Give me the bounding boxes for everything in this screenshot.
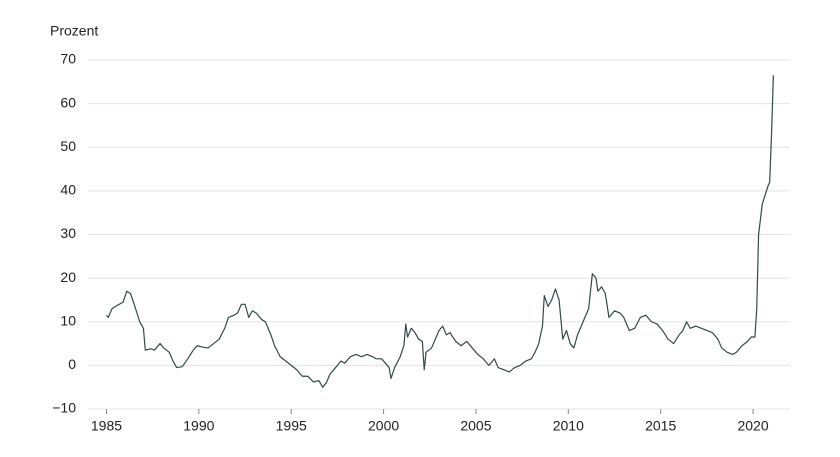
- x-tick-label: 2005: [460, 418, 491, 434]
- x-tick-label: 2015: [645, 418, 676, 434]
- x-tick-label: 2020: [737, 418, 768, 434]
- y-tick-label: 0: [68, 356, 76, 372]
- x-tick-label: 2010: [553, 418, 584, 434]
- y-axis-label: Prozent: [50, 23, 98, 39]
- y-tick-label: 10: [60, 312, 76, 328]
- y-tick-label: 30: [60, 225, 76, 241]
- y-tick-label: 60: [60, 94, 76, 110]
- x-tick-label: 2000: [368, 418, 399, 434]
- x-tick-label: 1995: [276, 418, 307, 434]
- data-line: [106, 75, 774, 388]
- y-tick-label: −10: [52, 400, 76, 416]
- y-tick-label: 20: [60, 269, 76, 285]
- x-tick-label: 1985: [91, 418, 122, 434]
- y-tick-label: 70: [60, 51, 76, 67]
- x-tick-label: 1990: [183, 418, 214, 434]
- y-tick-label: 50: [60, 138, 76, 154]
- y-tick-label: 40: [60, 182, 76, 198]
